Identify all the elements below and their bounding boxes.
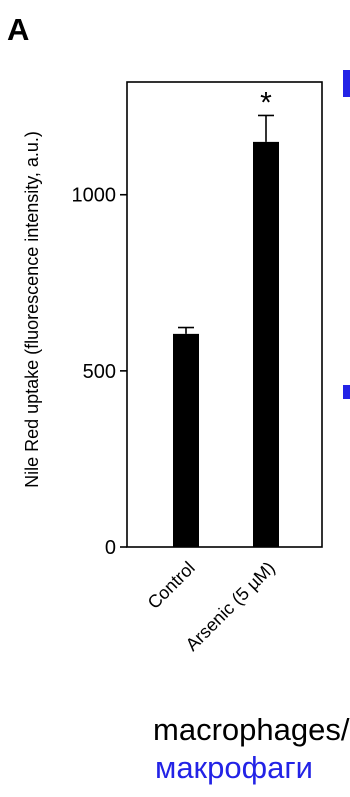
y-tick-label: 0 [105,537,116,559]
right-edge-marker [343,70,350,97]
bar-series: * [173,86,279,548]
caption-russian: макрофаги [155,750,313,785]
right-edge-marker [343,385,350,399]
y-axis-title: Nile Red uptake (fluorescence intensity,… [22,131,42,488]
plot-frame [126,81,323,548]
caption-english: macrophages/ [153,712,350,747]
x-tick-label: Control [144,558,199,613]
y-tick-label: 500 [83,361,116,383]
bar [253,141,279,548]
panel-label: A [7,12,30,47]
bar [173,333,199,547]
y-tick-label: 1000 [72,185,117,207]
y-axis-ticks: 0 500 1000 [72,185,127,559]
significance-marker: * [260,86,272,119]
